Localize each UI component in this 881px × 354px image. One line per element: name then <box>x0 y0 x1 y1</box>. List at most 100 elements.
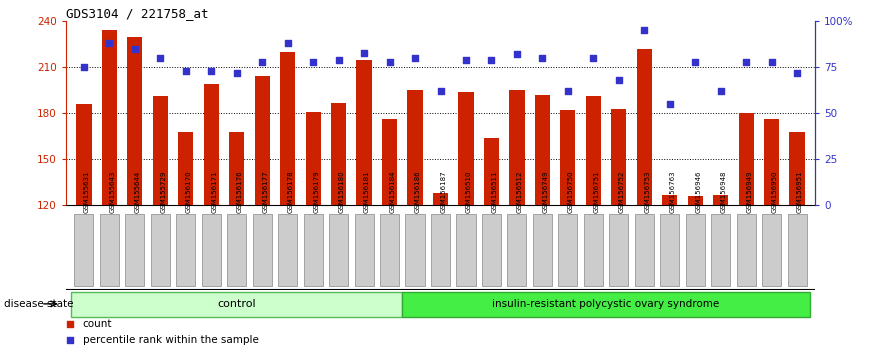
Text: GSM155643: GSM155643 <box>109 171 115 213</box>
Point <box>790 70 804 76</box>
Text: percentile rank within the sample: percentile rank within the sample <box>83 335 259 345</box>
Text: GSM156180: GSM156180 <box>338 171 344 213</box>
Point <box>331 57 345 63</box>
FancyBboxPatch shape <box>278 214 297 286</box>
FancyBboxPatch shape <box>202 214 221 286</box>
Text: disease state: disease state <box>4 299 74 309</box>
Point <box>536 55 550 61</box>
Point <box>433 88 448 94</box>
FancyBboxPatch shape <box>405 214 425 286</box>
Text: GDS3104 / 221758_at: GDS3104 / 221758_at <box>66 7 209 20</box>
Bar <box>433 193 448 205</box>
Point <box>765 59 779 64</box>
Point <box>688 59 702 64</box>
Text: GSM155631: GSM155631 <box>84 171 90 213</box>
Text: GSM155729: GSM155729 <box>160 171 167 213</box>
FancyBboxPatch shape <box>482 214 501 286</box>
Bar <box>663 195 677 205</box>
Bar <box>637 49 652 205</box>
FancyBboxPatch shape <box>634 214 654 286</box>
Point <box>230 70 244 76</box>
Point <box>255 59 270 64</box>
FancyBboxPatch shape <box>227 214 247 286</box>
Point <box>408 55 422 61</box>
Bar <box>586 96 601 205</box>
Point <box>306 59 320 64</box>
Bar <box>77 104 92 205</box>
FancyBboxPatch shape <box>737 214 756 286</box>
Text: GSM156749: GSM156749 <box>543 171 548 213</box>
FancyBboxPatch shape <box>380 214 399 286</box>
Text: GSM156951: GSM156951 <box>797 171 803 213</box>
Text: GSM156948: GSM156948 <box>721 171 727 213</box>
Text: control: control <box>218 299 256 309</box>
Text: GSM156750: GSM156750 <box>568 171 574 213</box>
FancyBboxPatch shape <box>354 214 374 286</box>
Point <box>357 50 371 55</box>
Text: GSM156170: GSM156170 <box>186 171 192 213</box>
FancyBboxPatch shape <box>456 214 476 286</box>
Bar <box>535 95 550 205</box>
Point <box>663 101 677 107</box>
Point <box>586 55 600 61</box>
FancyBboxPatch shape <box>74 214 93 286</box>
FancyBboxPatch shape <box>253 214 271 286</box>
Bar <box>407 90 423 205</box>
Point <box>204 68 218 74</box>
Bar <box>382 119 397 205</box>
FancyBboxPatch shape <box>125 214 144 286</box>
Bar <box>178 132 194 205</box>
Text: insulin-resistant polycystic ovary syndrome: insulin-resistant polycystic ovary syndr… <box>492 299 720 309</box>
Bar <box>127 36 143 205</box>
FancyBboxPatch shape <box>329 214 348 286</box>
FancyBboxPatch shape <box>711 214 730 286</box>
Point <box>281 40 295 46</box>
Text: GSM156946: GSM156946 <box>695 171 701 213</box>
Text: GSM155644: GSM155644 <box>135 171 141 213</box>
Point <box>510 52 524 57</box>
Text: GSM156511: GSM156511 <box>492 171 498 213</box>
Text: GSM156186: GSM156186 <box>415 171 421 213</box>
Bar <box>509 90 524 205</box>
Bar <box>280 52 295 205</box>
Text: GSM156950: GSM156950 <box>772 171 778 213</box>
Bar <box>458 92 474 205</box>
Bar <box>306 112 321 205</box>
FancyBboxPatch shape <box>788 214 807 286</box>
Bar <box>764 119 780 205</box>
Point <box>128 46 142 52</box>
Text: GSM156184: GSM156184 <box>389 171 396 213</box>
Bar <box>611 109 626 205</box>
Bar <box>204 84 218 205</box>
Point <box>153 55 167 61</box>
Point <box>382 59 396 64</box>
Text: GSM156753: GSM156753 <box>644 171 650 213</box>
FancyBboxPatch shape <box>304 214 322 286</box>
FancyBboxPatch shape <box>71 292 403 317</box>
FancyBboxPatch shape <box>176 214 196 286</box>
FancyBboxPatch shape <box>533 214 552 286</box>
Point <box>485 57 499 63</box>
Text: GSM156178: GSM156178 <box>288 171 293 213</box>
FancyBboxPatch shape <box>685 214 705 286</box>
Point <box>102 40 116 46</box>
Bar <box>738 113 754 205</box>
FancyBboxPatch shape <box>151 214 170 286</box>
FancyBboxPatch shape <box>584 214 603 286</box>
Bar <box>357 59 372 205</box>
Text: GSM156179: GSM156179 <box>313 171 319 213</box>
FancyBboxPatch shape <box>100 214 119 286</box>
Point <box>459 57 473 63</box>
Text: GSM156763: GSM156763 <box>670 171 676 213</box>
Point <box>714 88 728 94</box>
Point <box>561 88 575 94</box>
Text: GSM156949: GSM156949 <box>746 171 752 213</box>
Point <box>611 77 626 83</box>
Text: count: count <box>83 319 112 329</box>
Bar <box>331 103 346 205</box>
Text: GSM156177: GSM156177 <box>263 171 268 213</box>
Point <box>63 337 78 343</box>
Point <box>739 59 753 64</box>
Bar <box>560 110 575 205</box>
FancyBboxPatch shape <box>431 214 450 286</box>
